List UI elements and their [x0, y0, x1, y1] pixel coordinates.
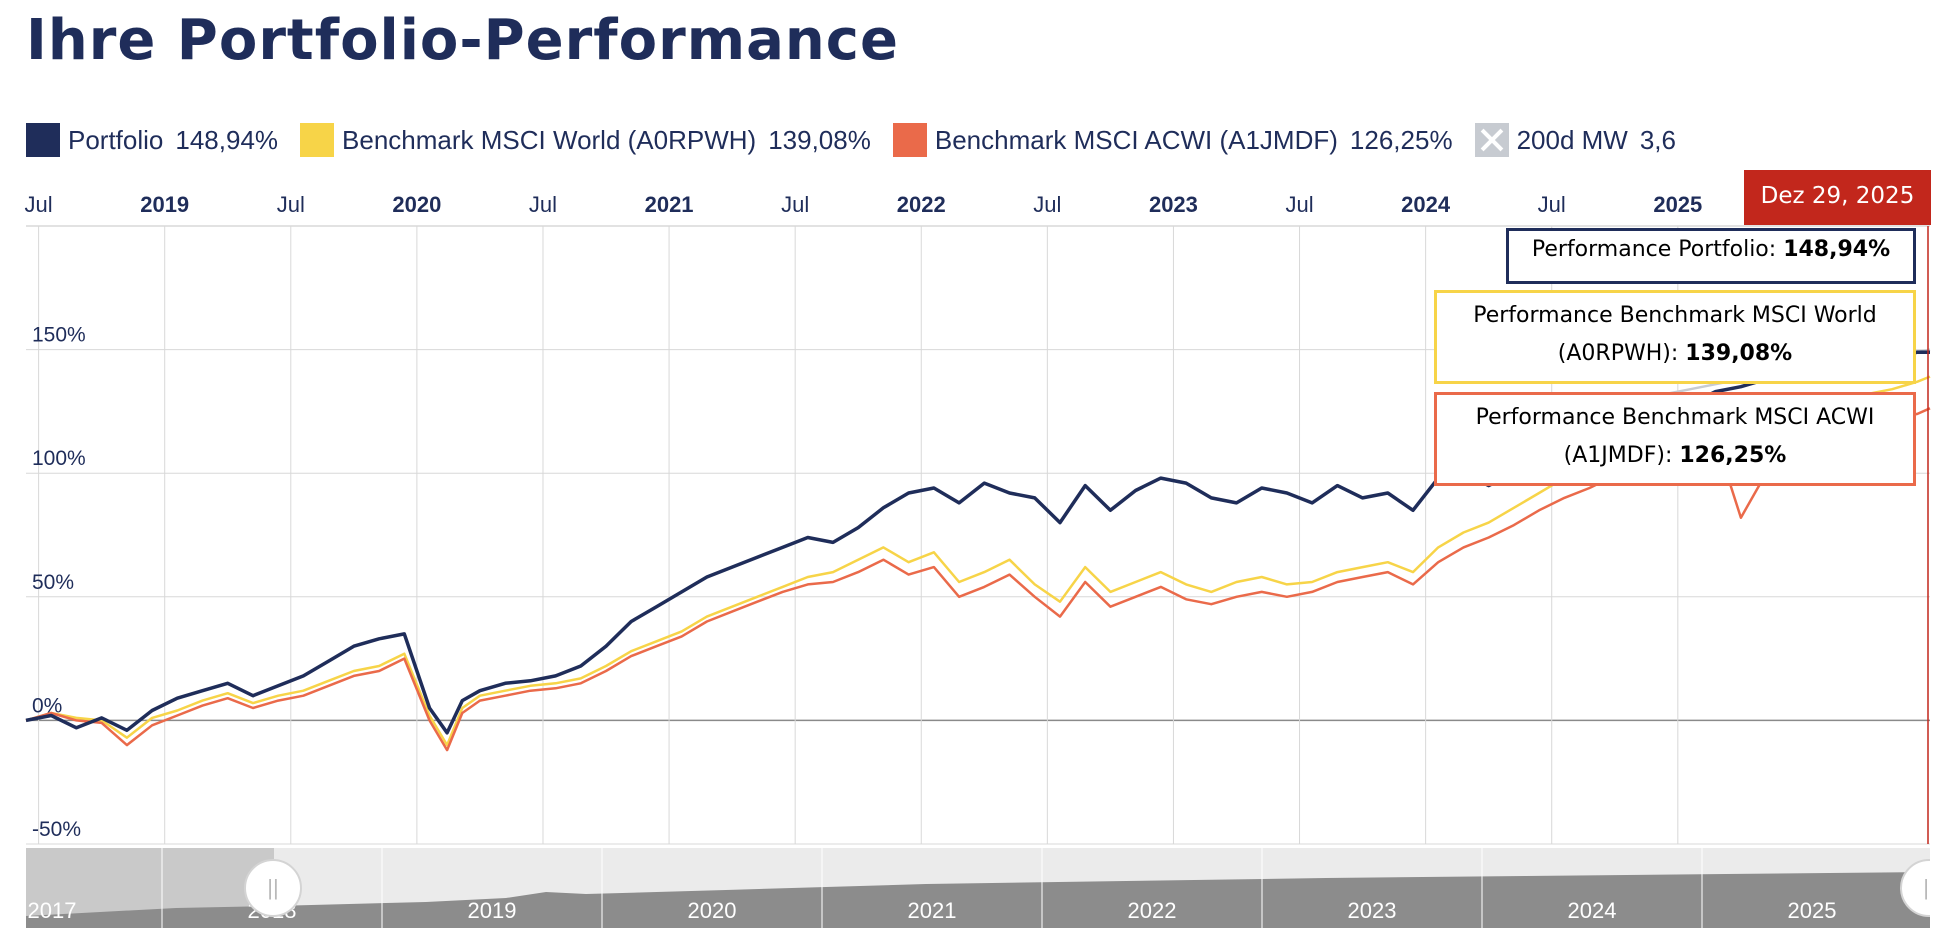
y-tick-label: 100% — [32, 447, 86, 470]
tooltip-msci-world: Performance Benchmark MSCI World (A0RPWH… — [1434, 290, 1916, 384]
legend-swatch-msci-acwi — [892, 123, 927, 157]
tooltip-acwi-value: 126,25% — [1679, 443, 1787, 468]
x-tick-label: 2022 — [897, 192, 946, 217]
navigator-handle-right-glyph: || — [1923, 875, 1930, 900]
navigator-handle-left-glyph: || — [267, 875, 279, 900]
tooltip-world-line-2: (A0RPWH): 139,08% — [1437, 335, 1913, 373]
legend-label-msci-acwi: Benchmark MSCI ACWI (A1JMDF) — [934, 124, 1338, 155]
legend-label-200d-mw: 200d MW — [1516, 124, 1628, 155]
y-tick-label: 0% — [32, 694, 62, 717]
navigator-year-label: 2023 — [1348, 898, 1397, 923]
x-tick-label: 2023 — [1149, 192, 1198, 217]
legend-item-200d-mw[interactable]: 200d MW 3,6 — [1474, 123, 1676, 157]
navigator-area: 201720182019202020212022202320242025 — [26, 848, 1930, 928]
tooltip-msci-acwi: Performance Benchmark MSCI ACWI (A1JMDF)… — [1434, 392, 1916, 486]
tooltip-acwi-label-2: (A1JMDF): — [1563, 443, 1673, 468]
close-icon — [1474, 123, 1509, 157]
legend-item-msci-acwi[interactable]: Benchmark MSCI ACWI (A1JMDF) 126,25% — [892, 123, 1453, 157]
x-tick-label: Jul — [529, 192, 557, 217]
tooltip-world-value: 139,08% — [1685, 341, 1793, 366]
legend-label-portfolio: Portfolio — [68, 124, 164, 155]
navigator-year-label: 2025 — [1788, 898, 1837, 923]
x-tick-label: 2024 — [1401, 192, 1451, 217]
legend-value-200d-mw: 3,6 — [1639, 124, 1676, 155]
x-tick-label: Jul — [1033, 192, 1061, 217]
tooltip-portfolio-value: 148,94% — [1783, 237, 1891, 262]
tooltip-world-label-2: (A0RPWH): — [1557, 341, 1679, 366]
legend-value-msci-acwi: 126,25% — [1349, 124, 1453, 155]
navigator-year-label: 2022 — [1128, 898, 1177, 923]
navigator-year-label: 2021 — [908, 898, 957, 923]
tooltip-acwi-line-2: (A1JMDF): 126,25% — [1437, 437, 1913, 475]
legend-item-msci-world[interactable]: Benchmark MSCI World (A0RPWH) 139,08% — [300, 123, 871, 157]
x-tick-label: Jul — [781, 192, 809, 217]
legend-value-msci-world: 139,08% — [768, 124, 871, 155]
x-tick-label: Jul — [277, 192, 305, 217]
tooltip-portfolio-label: Performance Portfolio: — [1531, 237, 1777, 262]
chart-legend: Portfolio 148,94% Benchmark MSCI World (… — [26, 120, 1698, 160]
tooltip-acwi-label-1: Performance Benchmark MSCI ACWI — [1475, 405, 1875, 430]
y-tick-label: 50% — [32, 571, 74, 594]
x-tick-label: Jul — [1285, 192, 1313, 217]
navigator-year-label: 2024 — [1568, 898, 1617, 923]
x-tick-label: Jul — [25, 192, 53, 217]
x-tick-label: 2025 — [1653, 192, 1702, 217]
x-tick-label: 2020 — [392, 192, 441, 217]
navigator-year-label: 2017 — [28, 898, 77, 923]
legend-label-msci-world: Benchmark MSCI World (A0RPWH) — [342, 124, 757, 155]
range-navigator[interactable]: 201720182019202020212022202320242025 || … — [26, 848, 1930, 928]
legend-swatch-portfolio — [26, 123, 60, 157]
y-tick-label: 150% — [32, 324, 86, 347]
legend-swatch-msci-world — [300, 123, 335, 157]
tooltip-date-badge: Dez 29, 2025 — [1744, 170, 1931, 225]
tooltip-portfolio: Performance Portfolio: 148,94% — [1506, 228, 1916, 284]
navigator-area-shape — [26, 872, 1930, 928]
legend-item-portfolio[interactable]: Portfolio 148,94% — [26, 123, 278, 157]
x-tick-label: 2019 — [140, 192, 189, 217]
tooltip-world-label-1: Performance Benchmark MSCI World — [1473, 303, 1877, 328]
page-title: Ihre Portfolio-Performance — [26, 8, 899, 73]
navigator-year-label: 2020 — [688, 898, 737, 923]
x-tick-label: 2021 — [645, 192, 694, 217]
navigator-year-label: 2019 — [468, 898, 517, 923]
navigator-handle-left[interactable]: || — [244, 859, 302, 917]
legend-value-portfolio: 148,94% — [175, 124, 279, 155]
y-tick-label: -50% — [32, 818, 81, 841]
x-tick-label: Jul — [1538, 192, 1566, 217]
